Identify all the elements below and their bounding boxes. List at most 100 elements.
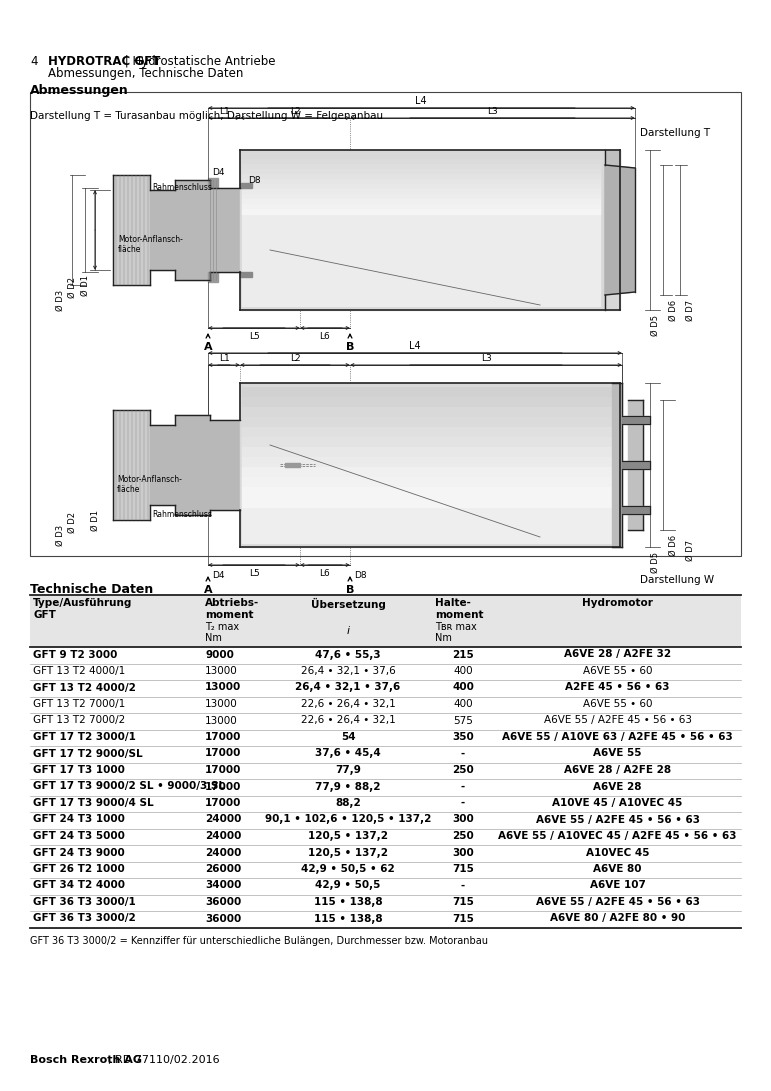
Text: 36000: 36000: [205, 897, 241, 907]
Text: GFT 17 T3 1000: GFT 17 T3 1000: [33, 765, 125, 775]
Text: , RD 77110/02.2016: , RD 77110/02.2016: [108, 1055, 220, 1065]
Polygon shape: [242, 189, 600, 194]
Polygon shape: [622, 416, 650, 424]
Text: -: -: [461, 781, 465, 791]
Text: Bosch Rexroth AG: Bosch Rexroth AG: [30, 1055, 142, 1065]
Text: Ø D7: Ø D7: [685, 300, 695, 321]
Text: GFT 34 T2 4000: GFT 34 T2 4000: [33, 880, 125, 890]
Text: GFT 17 T3 9000/4 SL: GFT 17 T3 9000/4 SL: [33, 798, 153, 808]
Text: 115 • 138,8: 115 • 138,8: [314, 913, 382, 923]
Polygon shape: [242, 173, 600, 179]
Text: 13000: 13000: [205, 683, 241, 693]
Text: Tʙʀ max: Tʙʀ max: [435, 622, 476, 632]
Polygon shape: [242, 447, 615, 457]
Text: 37,6 • 45,4: 37,6 • 45,4: [315, 748, 381, 758]
Polygon shape: [622, 461, 650, 469]
Text: Ø D5: Ø D5: [651, 552, 659, 573]
Polygon shape: [242, 154, 600, 159]
Text: 88,2: 88,2: [335, 798, 361, 808]
Polygon shape: [150, 180, 240, 280]
Text: D4: D4: [212, 168, 224, 177]
Text: 400: 400: [453, 699, 473, 709]
Text: L5: L5: [248, 570, 259, 578]
Text: D4: D4: [212, 571, 224, 580]
Polygon shape: [242, 179, 600, 184]
Text: Motor-Anflansch-
fläche: Motor-Anflansch- fläche: [117, 475, 182, 494]
Text: GFT 13 T2 4000/2: GFT 13 T2 4000/2: [33, 683, 136, 693]
Text: 215: 215: [452, 649, 474, 659]
Polygon shape: [242, 184, 600, 189]
Text: B: B: [346, 585, 354, 595]
Text: Hydromotor: Hydromotor: [582, 598, 653, 608]
Polygon shape: [242, 387, 615, 397]
Text: A6VE 28 / A2FE 32: A6VE 28 / A2FE 32: [564, 649, 671, 659]
Text: Rahmenschluss: Rahmenschluss: [152, 509, 212, 519]
Text: L5: L5: [248, 332, 259, 341]
Text: 715: 715: [452, 864, 474, 874]
Text: Nm: Nm: [435, 633, 452, 643]
Polygon shape: [242, 417, 615, 427]
Text: 22,6 • 26,4 • 32,1: 22,6 • 26,4 • 32,1: [301, 699, 396, 709]
Text: HYDROTRAC GFT: HYDROTRAC GFT: [48, 55, 160, 68]
Text: L3: L3: [487, 107, 497, 116]
Polygon shape: [622, 506, 650, 514]
Text: 715: 715: [452, 913, 474, 923]
Text: Darstellung T: Darstellung T: [640, 128, 710, 137]
Text: Ø D6: Ø D6: [668, 535, 678, 556]
Text: A6VE 55 • 60: A6VE 55 • 60: [583, 666, 652, 676]
Text: L4: L4: [416, 96, 427, 106]
Text: GFT 13 T2 7000/2: GFT 13 T2 7000/2: [33, 716, 125, 726]
Polygon shape: [612, 383, 622, 547]
Text: Rahmenschluss: Rahmenschluss: [152, 183, 212, 192]
Text: 77,9: 77,9: [335, 765, 361, 775]
Text: GFT 26 T2 1000: GFT 26 T2 1000: [33, 864, 125, 874]
Text: A6VE 55 / A10VEC 45 / A2FE 45 • 56 • 63: A6VE 55 / A10VEC 45 / A2FE 45 • 56 • 63: [498, 831, 737, 841]
Polygon shape: [242, 427, 615, 437]
Text: A6VE 55 / A2FE 45 • 56 • 63: A6VE 55 / A2FE 45 • 56 • 63: [536, 815, 699, 825]
Text: Technische Daten: Technische Daten: [30, 583, 153, 596]
Text: 24000: 24000: [205, 848, 241, 858]
Text: A6VE 55 • 60: A6VE 55 • 60: [583, 699, 652, 709]
Text: 400: 400: [452, 683, 474, 693]
Text: A6VE 107: A6VE 107: [590, 880, 645, 890]
Text: A6VE 55 / A2FE 45 • 56 • 63: A6VE 55 / A2FE 45 • 56 • 63: [536, 897, 699, 907]
Text: GFT 36 T3 3000/2 = Kennziffer für unterschiedliche Bulängen, Durchmesser bzw. Mo: GFT 36 T3 3000/2 = Kennziffer für unters…: [30, 935, 488, 946]
Polygon shape: [605, 165, 635, 295]
Text: L1: L1: [219, 107, 230, 116]
Polygon shape: [242, 457, 615, 467]
Text: 17000: 17000: [205, 765, 241, 775]
Polygon shape: [242, 397, 615, 407]
Text: i: i: [346, 626, 349, 636]
Text: GFT 17 T3 9000/2 SL • 9000/3 SL: GFT 17 T3 9000/2 SL • 9000/3 SL: [33, 781, 225, 791]
Text: -: -: [461, 748, 465, 758]
Text: Ø D3: Ø D3: [56, 290, 65, 311]
Text: Nm: Nm: [205, 633, 222, 643]
Text: B: B: [346, 341, 354, 352]
Text: Abtriebs-
moment: Abtriebs- moment: [205, 598, 259, 620]
Text: 575: 575: [453, 716, 473, 726]
Text: Darstellung T = Turasanbau möglich, Darstellung W = Felgenanbau: Darstellung T = Turasanbau möglich, Dars…: [30, 111, 383, 121]
Polygon shape: [113, 175, 150, 285]
Text: GFT 17 T2 3000/1: GFT 17 T2 3000/1: [33, 732, 136, 742]
Polygon shape: [208, 272, 218, 281]
Polygon shape: [240, 272, 252, 277]
Polygon shape: [208, 178, 218, 188]
Polygon shape: [242, 209, 600, 214]
Text: 400: 400: [453, 666, 473, 676]
Text: -: -: [461, 798, 465, 808]
Polygon shape: [242, 154, 600, 305]
Text: A6VE 80 / A2FE 80 • 90: A6VE 80 / A2FE 80 • 90: [550, 913, 685, 923]
Text: | Hydrostatische Antriebe: | Hydrostatische Antriebe: [121, 55, 275, 68]
Polygon shape: [242, 164, 600, 169]
Text: L6: L6: [320, 570, 331, 578]
Text: 47,6 • 55,3: 47,6 • 55,3: [315, 649, 381, 659]
Text: 300: 300: [452, 815, 474, 825]
Text: 250: 250: [452, 765, 474, 775]
Text: 17000: 17000: [205, 798, 241, 808]
Text: 9000: 9000: [205, 649, 234, 659]
Text: 54: 54: [341, 732, 355, 742]
Text: 17000: 17000: [205, 732, 241, 742]
Text: 42,9 • 50,5: 42,9 • 50,5: [315, 880, 381, 890]
Text: GFT 24 T3 9000: GFT 24 T3 9000: [33, 848, 125, 858]
Text: L2: L2: [290, 107, 301, 116]
